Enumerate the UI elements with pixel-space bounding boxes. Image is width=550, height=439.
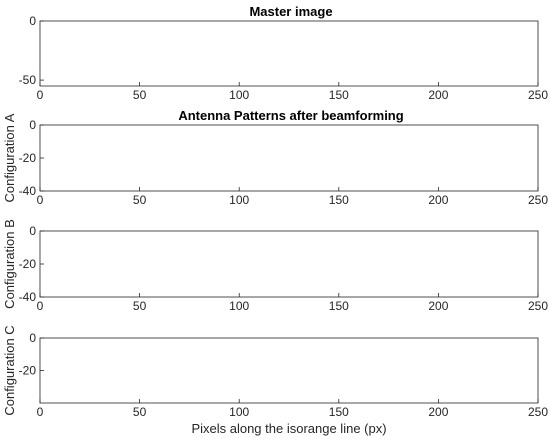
- x-tick-label: 250: [528, 88, 548, 102]
- panel-title: Antenna Patterns after beamforming: [178, 108, 403, 123]
- x-tick-label: 100: [229, 88, 249, 102]
- x-tick-label: 50: [133, 88, 147, 102]
- x-tick-label: 250: [528, 299, 548, 313]
- y-axis-label: Configuration B: [2, 219, 17, 309]
- y-tick-label: -50: [19, 73, 37, 87]
- panel-configuration-b: 0 50 100 150 200 250 -40 -20 0 Configuration B: [2, 219, 548, 313]
- x-tick-label: 150: [329, 299, 349, 313]
- x-tick-label: 150: [329, 193, 349, 207]
- x-tick-label: 200: [428, 88, 448, 102]
- panel-configuration-c: 0 50 100 150 200 250 -20 0 Configuration C: [2, 325, 548, 419]
- x-tick-label: 200: [428, 193, 448, 207]
- x-tick-label: 50: [133, 299, 147, 313]
- plot-frame: [39, 337, 539, 404]
- x-tick-label: 200: [428, 405, 448, 419]
- x-tick-label: 250: [528, 193, 548, 207]
- y-tick-label: -20: [19, 257, 37, 271]
- y-tick-label: 0: [29, 118, 36, 132]
- plot-frame: [39, 230, 539, 298]
- y-tick-label: -40: [19, 184, 37, 198]
- x-tick-label: 0: [37, 193, 44, 207]
- y-axis-label: Configuration C: [2, 325, 17, 415]
- panel-configuration-a: 0 50 100 150 200 250 -40 -20 0 Antenna Patterns a…: [2, 108, 548, 207]
- y-tick-label: 0: [29, 224, 36, 238]
- x-tick-label: 0: [37, 299, 44, 313]
- y-tick-label: 0: [29, 331, 36, 345]
- x-tick-label: 150: [329, 405, 349, 419]
- x-axis-label: Pixels along the isorange line (px): [191, 421, 386, 436]
- y-tick-label: -20: [19, 151, 37, 165]
- x-tick-label: 100: [229, 193, 249, 207]
- x-tick-label: 50: [133, 193, 147, 207]
- x-tick-label: 0: [37, 405, 44, 419]
- x-tick-label: 250: [528, 405, 548, 419]
- y-axis-label: Configuration A: [2, 113, 17, 202]
- y-tick-label: -40: [19, 290, 37, 304]
- x-tick-label: 200: [428, 299, 448, 313]
- y-tick-label: -20: [19, 364, 37, 378]
- plot-frame: [39, 20, 539, 87]
- x-tick-label: 50: [133, 405, 147, 419]
- y-tick-label: 0: [29, 14, 36, 28]
- x-tick-label: 100: [229, 405, 249, 419]
- plot-frame: [39, 124, 539, 192]
- x-tick-label: 150: [329, 88, 349, 102]
- x-tick-label: 100: [229, 299, 249, 313]
- x-tick-label: 0: [37, 88, 44, 102]
- panel-title: Master image: [249, 4, 332, 19]
